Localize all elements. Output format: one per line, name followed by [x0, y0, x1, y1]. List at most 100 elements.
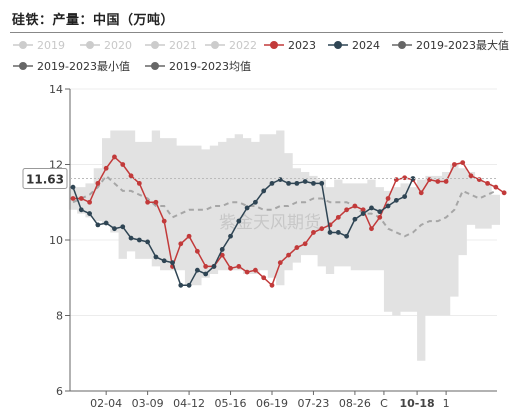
data-point-2024: [327, 230, 333, 235]
data-point-2023: [178, 241, 184, 247]
data-point-2024: [203, 271, 209, 277]
data-point-2023: [335, 214, 341, 220]
data-point-2023: [352, 203, 358, 209]
data-point-2024: [153, 254, 159, 260]
data-point-2023: [476, 177, 482, 183]
watermark: 紫金天风期货: [219, 213, 321, 233]
legend-marker: [151, 62, 159, 70]
data-point-2024: [360, 211, 366, 216]
data-point-2024: [269, 180, 275, 186]
data-point-2024: [136, 237, 142, 243]
data-point-2023: [302, 241, 308, 247]
x-tick-label: 06-19: [256, 397, 288, 410]
chart-title: 硅铁：产量：中国（万吨）: [12, 13, 175, 28]
data-point-2024: [261, 188, 267, 194]
data-point-2024: [377, 209, 383, 215]
data-point-2023: [78, 196, 84, 201]
data-point-2024: [103, 220, 109, 226]
data-point-2023: [186, 233, 192, 239]
data-point-2023: [194, 248, 200, 254]
data-point-2023: [277, 260, 283, 266]
data-point-2024: [393, 197, 399, 203]
data-point-2023: [128, 173, 134, 179]
data-point-2024: [145, 239, 151, 245]
y-pointer-box: [22, 167, 68, 189]
data-point-2024: [344, 233, 350, 239]
data-point-2024: [194, 267, 200, 273]
data-point-2024: [70, 184, 76, 190]
legend-item-label: 2021: [169, 39, 197, 52]
legend-item-label: 2019-2023均值: [169, 60, 251, 73]
x-tick-label: 10-18: [399, 397, 434, 410]
legend-marker: [398, 41, 406, 49]
data-point-2023: [501, 190, 507, 196]
data-point-2024: [302, 179, 308, 184]
y-tick-label: 6: [56, 385, 63, 398]
x-tick-label: 07-23: [297, 397, 329, 410]
data-point-2023: [145, 199, 151, 205]
data-point-2024: [112, 226, 117, 232]
series-line-average: [72, 174, 497, 238]
range-band-max-min: [68, 130, 500, 361]
data-point-2024: [335, 230, 341, 235]
data-point-2023: [261, 275, 267, 281]
data-point-2024: [95, 222, 101, 228]
legend-marker: [334, 41, 342, 49]
data-point-2023: [460, 160, 466, 166]
data-point-2023: [120, 162, 126, 167]
data-point-2023: [402, 175, 408, 181]
legend-item-label: 2020: [104, 39, 132, 52]
legend-marker: [211, 41, 219, 49]
legend-item-label: 2022: [229, 39, 257, 52]
data-point-2023: [435, 179, 441, 184]
data-point-2023: [136, 180, 142, 186]
data-point-2023: [87, 199, 92, 205]
data-point-2023: [369, 226, 374, 232]
data-point-2024: [219, 247, 225, 252]
data-point-2023: [161, 218, 167, 224]
data-point-2024: [120, 224, 126, 230]
legend-marker: [19, 62, 27, 70]
y-tick-label: 10: [49, 234, 63, 247]
data-point-2023: [443, 179, 449, 184]
data-point-2024: [236, 218, 242, 224]
data-point-2024: [410, 176, 416, 181]
data-point-2024: [319, 180, 325, 186]
legend-marker: [86, 41, 94, 49]
data-point-2023: [485, 180, 490, 186]
data-point-2023: [344, 207, 350, 213]
legend-item-label: 2019: [37, 39, 65, 52]
data-point-2024: [170, 260, 175, 266]
x-tick-label: 04-12: [173, 397, 205, 410]
legend-item-label: 2019-2023最大值: [416, 38, 509, 52]
data-point-2023: [286, 252, 291, 258]
data-point-2024: [128, 235, 134, 241]
data-point-2023: [95, 180, 101, 186]
x-tick-label: 03-09: [132, 397, 164, 410]
legend-item-label: 2023: [288, 39, 316, 52]
y-pointer-label: 11.63: [26, 172, 64, 186]
data-point-2024: [244, 205, 250, 211]
legend-item-label: 2024: [352, 39, 380, 52]
data-point-2023: [385, 196, 391, 201]
legend-marker: [270, 41, 278, 49]
legend-marker: [19, 41, 27, 49]
data-point-2023: [360, 207, 366, 213]
y-tick-label: 8: [56, 310, 63, 323]
data-point-2023: [451, 162, 457, 167]
data-point-2024: [277, 177, 283, 183]
x-tick-label: 08-26: [339, 397, 371, 410]
data-point-2023: [253, 267, 258, 273]
data-point-2024: [352, 216, 358, 222]
data-point-2024: [294, 180, 300, 186]
data-point-2024: [253, 199, 258, 205]
data-point-2024: [402, 194, 408, 199]
data-point-2024: [178, 282, 184, 288]
data-point-2024: [211, 264, 217, 269]
data-point-2024: [186, 282, 192, 288]
data-point-2024: [161, 258, 167, 264]
x-tick-label: 05-16: [215, 397, 247, 410]
x-tick-label: 02-04: [90, 397, 122, 410]
data-point-2023: [153, 199, 159, 205]
data-point-2023: [70, 196, 76, 201]
